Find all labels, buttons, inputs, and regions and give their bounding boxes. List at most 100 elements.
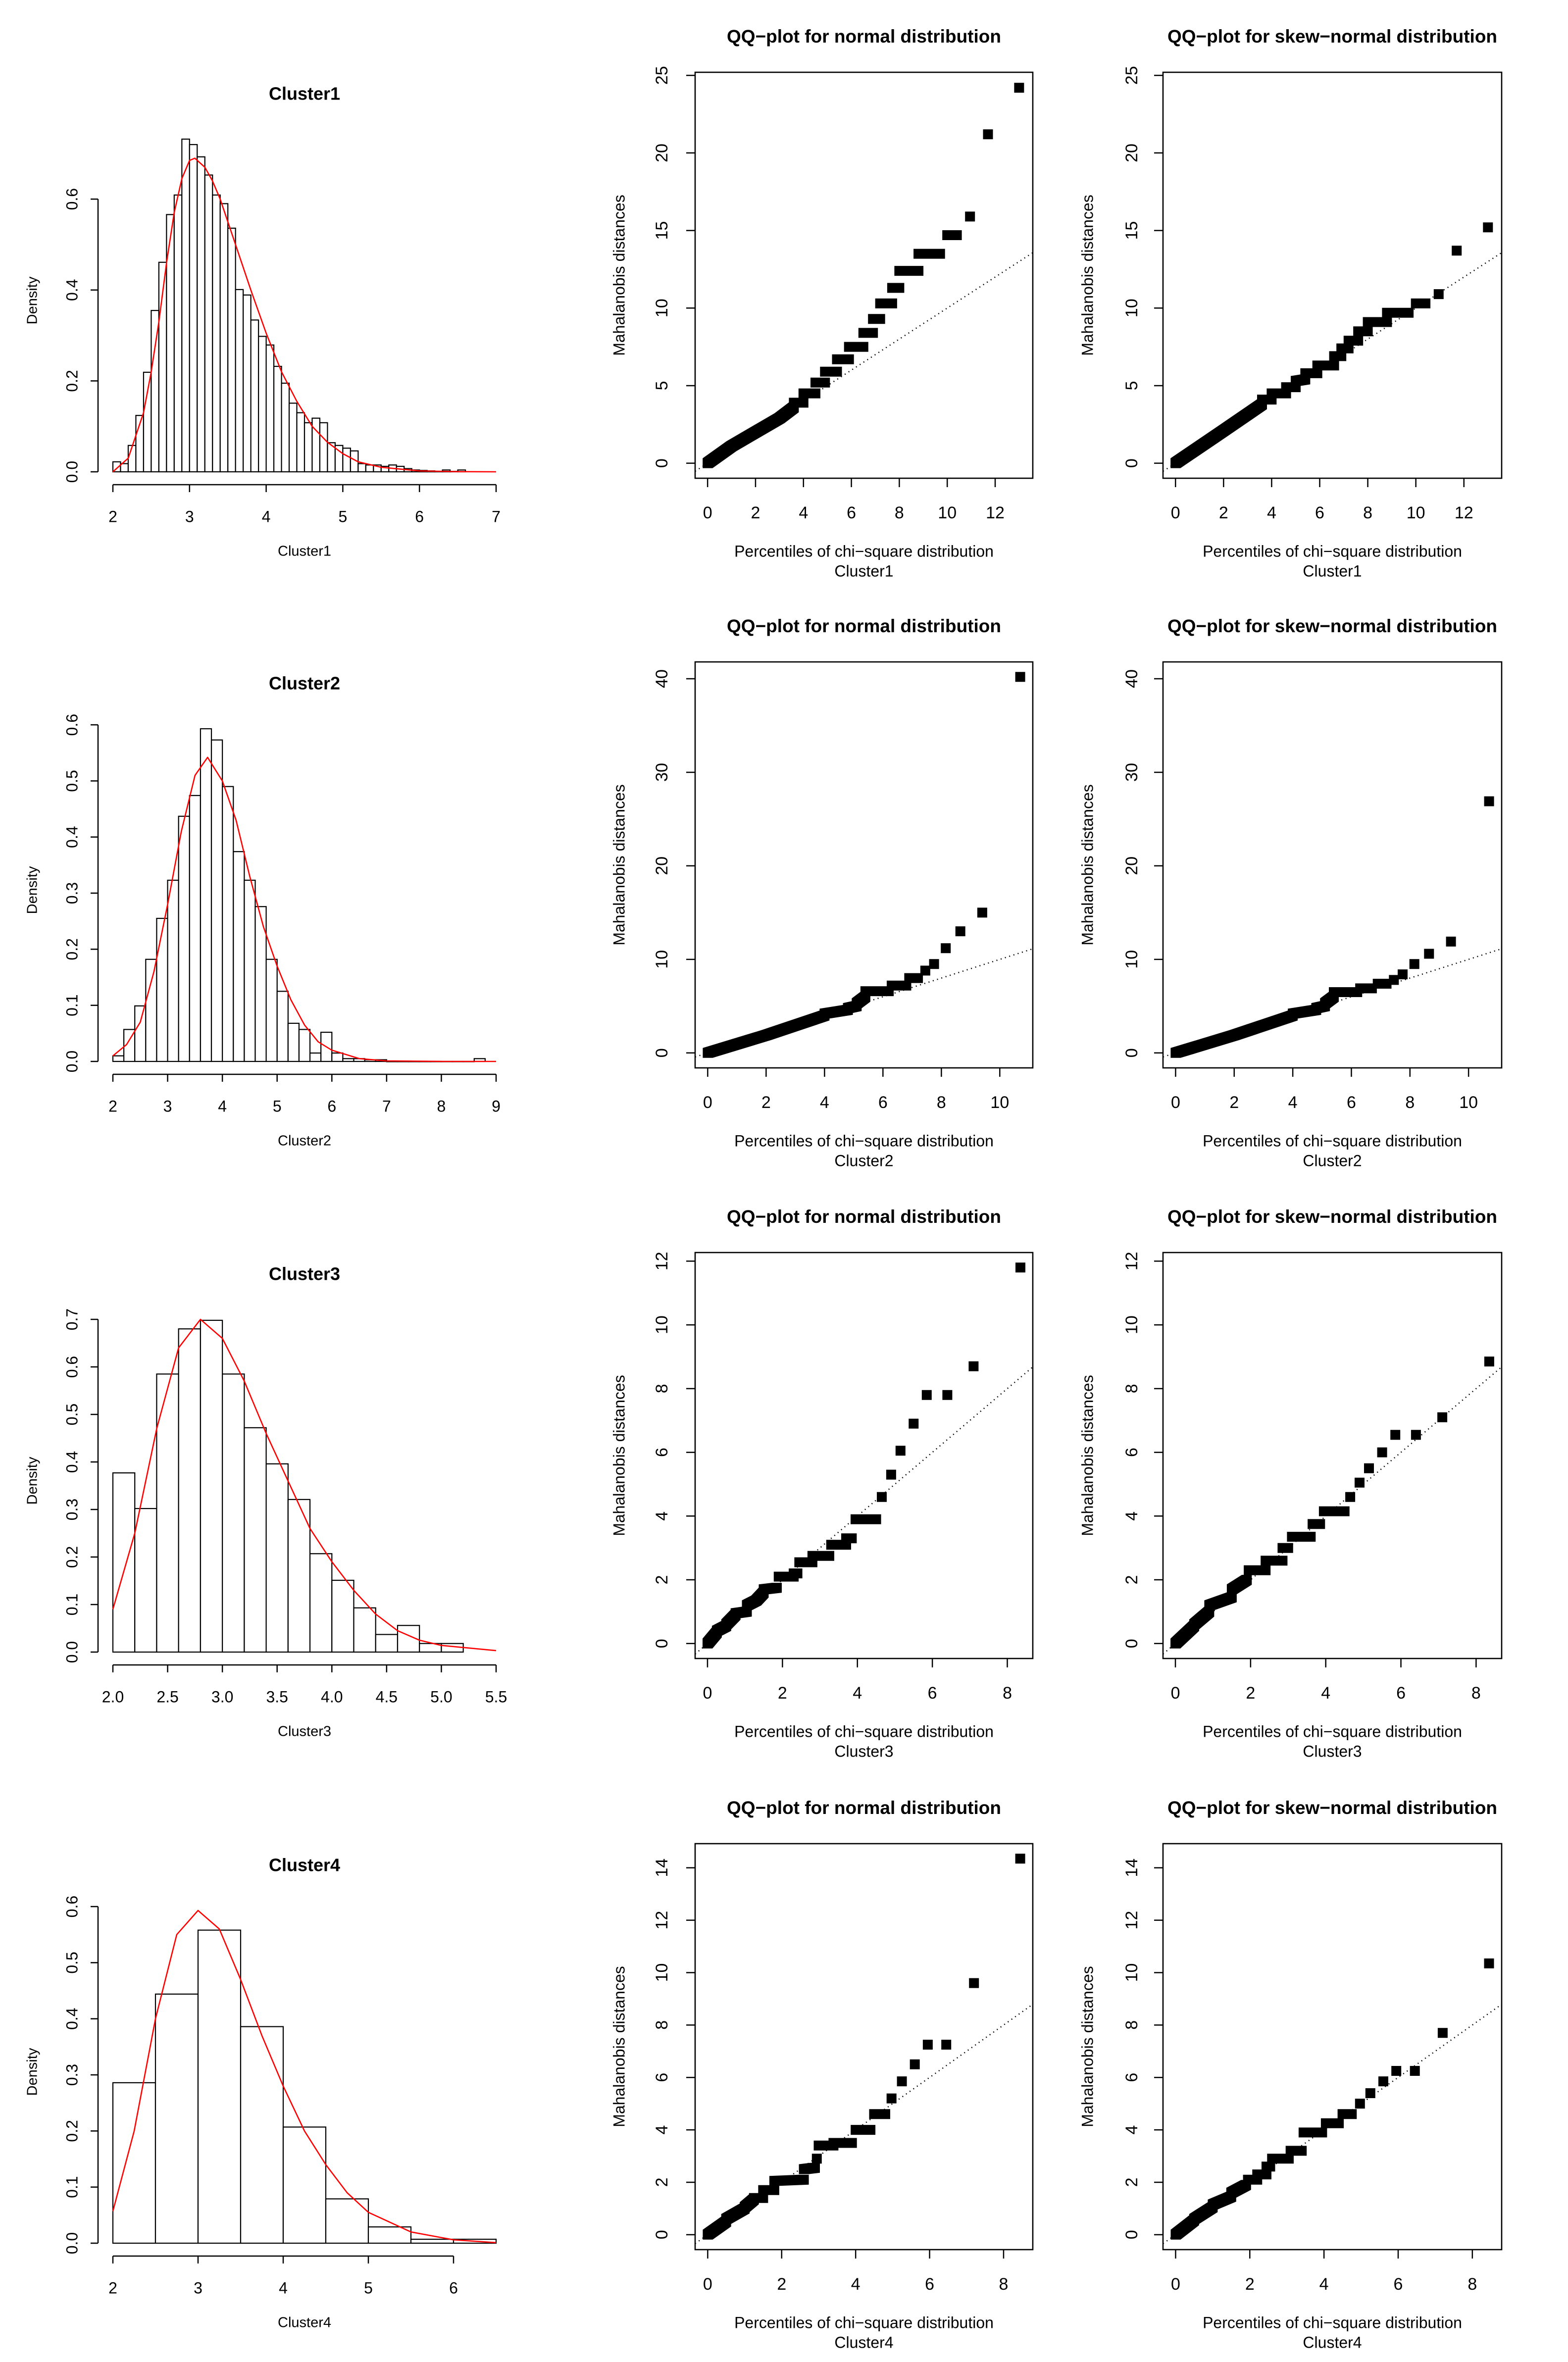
x-tick-label: 6 <box>925 2275 934 2294</box>
histogram-bar <box>145 958 157 1062</box>
plot-box <box>694 1252 1034 1659</box>
histogram-bar <box>287 1499 311 1653</box>
histogram-bar <box>134 1508 157 1653</box>
histogram-bar <box>367 2226 412 2244</box>
y-tick-label: 8 <box>1122 2020 1141 2030</box>
histogram-bar <box>189 144 198 473</box>
histogram-bar <box>200 1319 223 1653</box>
y-tick-label: 10 <box>1122 950 1141 969</box>
qq-point <box>977 907 987 918</box>
qq-point-run <box>1363 317 1392 327</box>
histogram-bar <box>319 422 328 473</box>
y-tick-label: 0.4 <box>63 279 81 301</box>
qq-skew-panel: 0 2 4 6 8 0 2 4 6 8 10 12 14 QQ−plot for skew−normal … <box>1078 1798 1503 2351</box>
x-tick-label: 2 <box>108 507 117 525</box>
qq-skew-panel: 0 2 4 6 8 10 0 10 20 30 40 QQ−plot for skew−normal … <box>1078 616 1503 1169</box>
y-tick-label: 0.3 <box>63 2064 81 2086</box>
qq-normal-panel: 0 2 4 6 8 10 12 0 5 10 15 20 25 QQ−plot for normal di… <box>610 26 1034 580</box>
histogram-bar <box>204 174 213 473</box>
histogram-bar <box>303 422 313 473</box>
x-tick-label: 0 <box>703 1684 712 1703</box>
y-axis: 0 2 4 6 8 10 12 <box>653 1252 695 1648</box>
qq-point <box>1409 959 1419 969</box>
x-axis-label: Cluster3 <box>278 1724 331 1740</box>
qq-point <box>1345 1492 1356 1502</box>
qq-point-run <box>851 2125 876 2135</box>
histogram-bar <box>112 1472 136 1653</box>
x-tick-label: 6 <box>1315 503 1324 522</box>
y-tick-label: 0 <box>653 458 671 468</box>
histogram-title: Cluster4 <box>269 1855 340 1875</box>
histogram-panel: 2 3 4 5 6 7 8 9 0.0 0.1 0.2 0.3 0.4 0.5 0.6 Cluster2 Clu… <box>25 673 501 1149</box>
x-tick-label: 10 <box>990 1093 1009 1112</box>
x-tick-label: 4 <box>279 2279 288 2297</box>
y-axis: 0 10 20 30 40 <box>653 669 695 1057</box>
qq-point-run <box>1287 1532 1316 1542</box>
qq-point-run <box>1336 343 1354 353</box>
x-tick-label: 5.5 <box>485 1688 507 1706</box>
x-tick-label: 6 <box>415 507 424 525</box>
cluster-sublabel: Cluster1 <box>1303 562 1362 580</box>
qq-plot-title: QQ−plot for skew−normal distribution <box>1167 1206 1497 1227</box>
y-tick-label: 2 <box>653 2177 671 2187</box>
x-axis: 0 2 4 6 8 10 <box>1171 1068 1478 1112</box>
histogram-bar <box>296 412 305 473</box>
x-axis-label: Cluster4 <box>278 2315 331 2331</box>
x-tick-label: 4 <box>1267 503 1276 522</box>
y-tick-label: 2 <box>653 1575 671 1585</box>
histogram-bar <box>112 2082 156 2244</box>
y-tick-label: 0.2 <box>63 1546 81 1568</box>
x-axis-label: Percentiles of chi−square distribution <box>734 1722 994 1740</box>
qq-point-run <box>868 314 885 324</box>
histogram-bar <box>265 958 278 1062</box>
y-tick-label: 10 <box>653 1963 671 1982</box>
qq-point <box>1411 298 1421 308</box>
histogram-bar <box>273 365 282 473</box>
y-tick-label: 0.6 <box>63 714 81 736</box>
cluster-sublabel: Cluster1 <box>834 562 893 580</box>
qq-point-run <box>1252 2169 1271 2180</box>
x-tick-label: 9 <box>492 1097 501 1115</box>
histogram-bar <box>357 463 366 473</box>
x-tick-label: 3.5 <box>266 1688 288 1706</box>
y-tick-label: 6 <box>1122 2073 1141 2082</box>
x-tick-label: 0 <box>1171 1684 1180 1703</box>
y-tick-label: 0.3 <box>63 882 81 904</box>
cluster-sublabel: Cluster4 <box>834 2333 893 2351</box>
qq-point <box>983 129 993 140</box>
y-tick-label: 10 <box>653 950 671 969</box>
histogram-bar <box>181 138 190 473</box>
qq-point <box>1483 222 1493 233</box>
qq-point-run <box>769 2174 809 2186</box>
histogram-bar <box>331 1052 344 1062</box>
x-tick-label: 10 <box>1459 1093 1478 1112</box>
y-axis: 0 2 4 6 8 10 12 14 <box>653 1859 695 2239</box>
histogram-bar <box>265 1463 289 1653</box>
y-tick-label: 4 <box>653 1511 671 1521</box>
qq-point-run <box>844 342 868 352</box>
histogram-bar <box>167 879 179 1062</box>
qq-point-run <box>1226 1575 1252 1595</box>
x-axis-label: Percentiles of chi−square distribution <box>734 542 994 560</box>
histogram-bar <box>342 1058 354 1062</box>
y-tick-label: 30 <box>653 763 671 782</box>
qq-point <box>952 230 962 240</box>
histogram-bar <box>197 156 205 473</box>
qq-point-run <box>1337 2109 1357 2119</box>
y-tick-label: 25 <box>1122 66 1141 85</box>
histogram-panel: 2 3 4 5 6 7 0.0 0.2 0.4 0.6 Cluster1 Cluster1 Densit… <box>25 84 501 559</box>
histogram-bar <box>258 336 267 473</box>
qq-point-run <box>1329 987 1363 997</box>
qq-plot-title: QQ−plot for skew−normal distribution <box>1167 1798 1497 1818</box>
fitted-density-curve <box>112 756 496 1062</box>
y-tick-label: 15 <box>1122 221 1141 240</box>
qq-point-run <box>1355 983 1377 994</box>
x-tick-label: 4.5 <box>376 1688 398 1706</box>
qq-point <box>965 211 975 222</box>
y-tick-label: 0 <box>653 2230 671 2239</box>
histogram-bar <box>365 464 374 473</box>
qq-point <box>942 1390 953 1400</box>
y-axis-label: Mahalanobis distances <box>1078 195 1096 356</box>
histogram-bar <box>222 1373 245 1653</box>
